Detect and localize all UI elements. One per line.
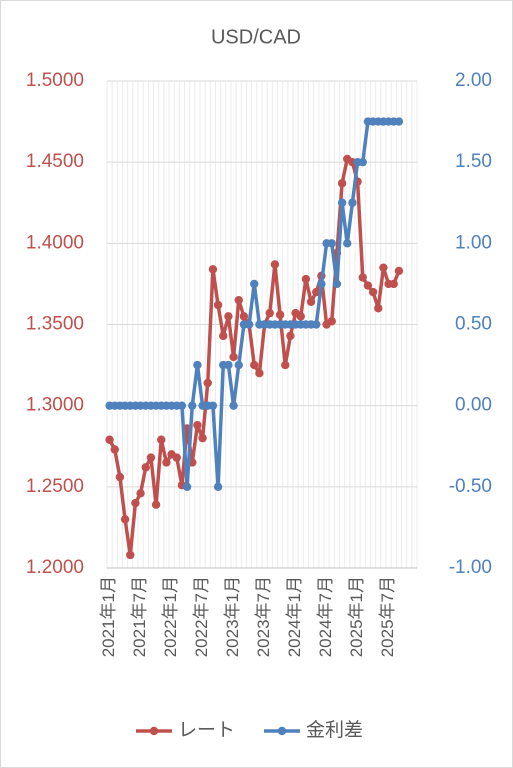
series-marker (208, 401, 218, 410)
series-marker (337, 179, 347, 188)
x-tick-label: 2022年1月 (161, 576, 180, 657)
series-marker (312, 287, 321, 297)
series-marker (131, 498, 140, 508)
series-marker (368, 287, 378, 297)
series-marker (120, 515, 130, 524)
y2-tick-label: 1.50 (455, 151, 492, 172)
series-marker (301, 274, 311, 284)
series-marker (312, 320, 321, 329)
x-tick-label: 2025年1月 (347, 576, 366, 657)
y-tick-label: 1.4500 (26, 151, 84, 172)
series-marker (337, 198, 347, 207)
y-tick-label: 1.2500 (26, 476, 84, 497)
series-marker (250, 279, 259, 289)
series-marker (394, 117, 404, 126)
series-marker (115, 472, 125, 482)
series-marker (157, 435, 166, 444)
series-marker (229, 401, 238, 410)
y2-tick-label: -0.50 (449, 476, 492, 497)
series-marker (286, 331, 295, 341)
series-marker (379, 263, 388, 272)
series-marker (358, 273, 367, 282)
series-marker (275, 310, 285, 319)
series-marker (255, 369, 264, 378)
x-tick-label: 2024年7月 (316, 576, 335, 657)
series-marker (224, 312, 233, 321)
series-marker (306, 297, 316, 306)
series-marker (389, 279, 398, 289)
legend-marker (149, 726, 159, 736)
series-marker (193, 360, 202, 370)
x-tick-label: 2022年7月 (192, 576, 211, 657)
series-marker (244, 320, 254, 329)
series-marker (234, 360, 243, 370)
series-marker (363, 281, 373, 290)
series-marker (198, 433, 207, 443)
series-marker (146, 453, 156, 462)
series-marker (234, 295, 243, 305)
series-marker (270, 260, 280, 269)
series-marker (281, 360, 290, 370)
series-marker (188, 401, 197, 410)
legend-label: 金利差 (306, 719, 363, 741)
x-tick-label: 2023年1月 (223, 576, 242, 657)
y2-tick-label: -1.00 (449, 557, 492, 578)
series-marker (348, 198, 357, 207)
series-marker (327, 317, 336, 326)
series-marker (141, 463, 150, 472)
x-tick-label: 2024年1月 (285, 576, 304, 657)
x-tick-label: 2023年7月 (254, 576, 273, 657)
series-marker (374, 304, 383, 313)
series-marker (327, 239, 336, 248)
series-marker (250, 360, 259, 370)
legend-marker (277, 726, 287, 736)
series-marker (213, 300, 223, 310)
y2-tick-label: 1.00 (455, 232, 492, 253)
series-marker (296, 312, 305, 321)
legend-label: レート (178, 720, 235, 741)
y2-tick-label: 0.50 (455, 314, 492, 335)
series-marker (332, 279, 342, 289)
series-marker (172, 453, 181, 462)
y2-tick-label: 2.00 (455, 70, 492, 91)
series-marker (110, 445, 119, 454)
series-marker (224, 360, 233, 370)
series-marker (193, 420, 202, 430)
series-marker (162, 458, 171, 467)
series-marker (126, 550, 135, 560)
series-marker (213, 482, 223, 492)
series-marker (358, 157, 367, 167)
chart-title: USD/CAD (211, 26, 301, 48)
x-tick-label: 2021年7月 (130, 576, 149, 657)
series-marker (151, 500, 161, 509)
series-marker (203, 378, 212, 388)
y-tick-label: 1.3500 (26, 314, 84, 335)
series-marker (182, 482, 192, 492)
y-tick-label: 1.2000 (26, 557, 84, 578)
series-marker (239, 312, 249, 321)
series-marker (219, 331, 228, 341)
series-marker (317, 279, 326, 289)
series-marker (265, 308, 274, 318)
series-marker (343, 239, 352, 248)
series-marker (105, 435, 114, 444)
series-marker (229, 352, 238, 362)
x-tick-label: 2021年1月 (99, 576, 118, 657)
y-tick-label: 1.5000 (26, 70, 84, 91)
series-marker (394, 266, 404, 276)
series-marker (136, 489, 145, 498)
series-marker (208, 265, 218, 274)
series-marker (177, 401, 187, 410)
y-tick-label: 1.3000 (26, 395, 84, 416)
y-tick-label: 1.4000 (26, 232, 84, 253)
x-tick-label: 2025年7月 (378, 576, 397, 657)
y2-tick-label: 0.00 (455, 395, 492, 416)
